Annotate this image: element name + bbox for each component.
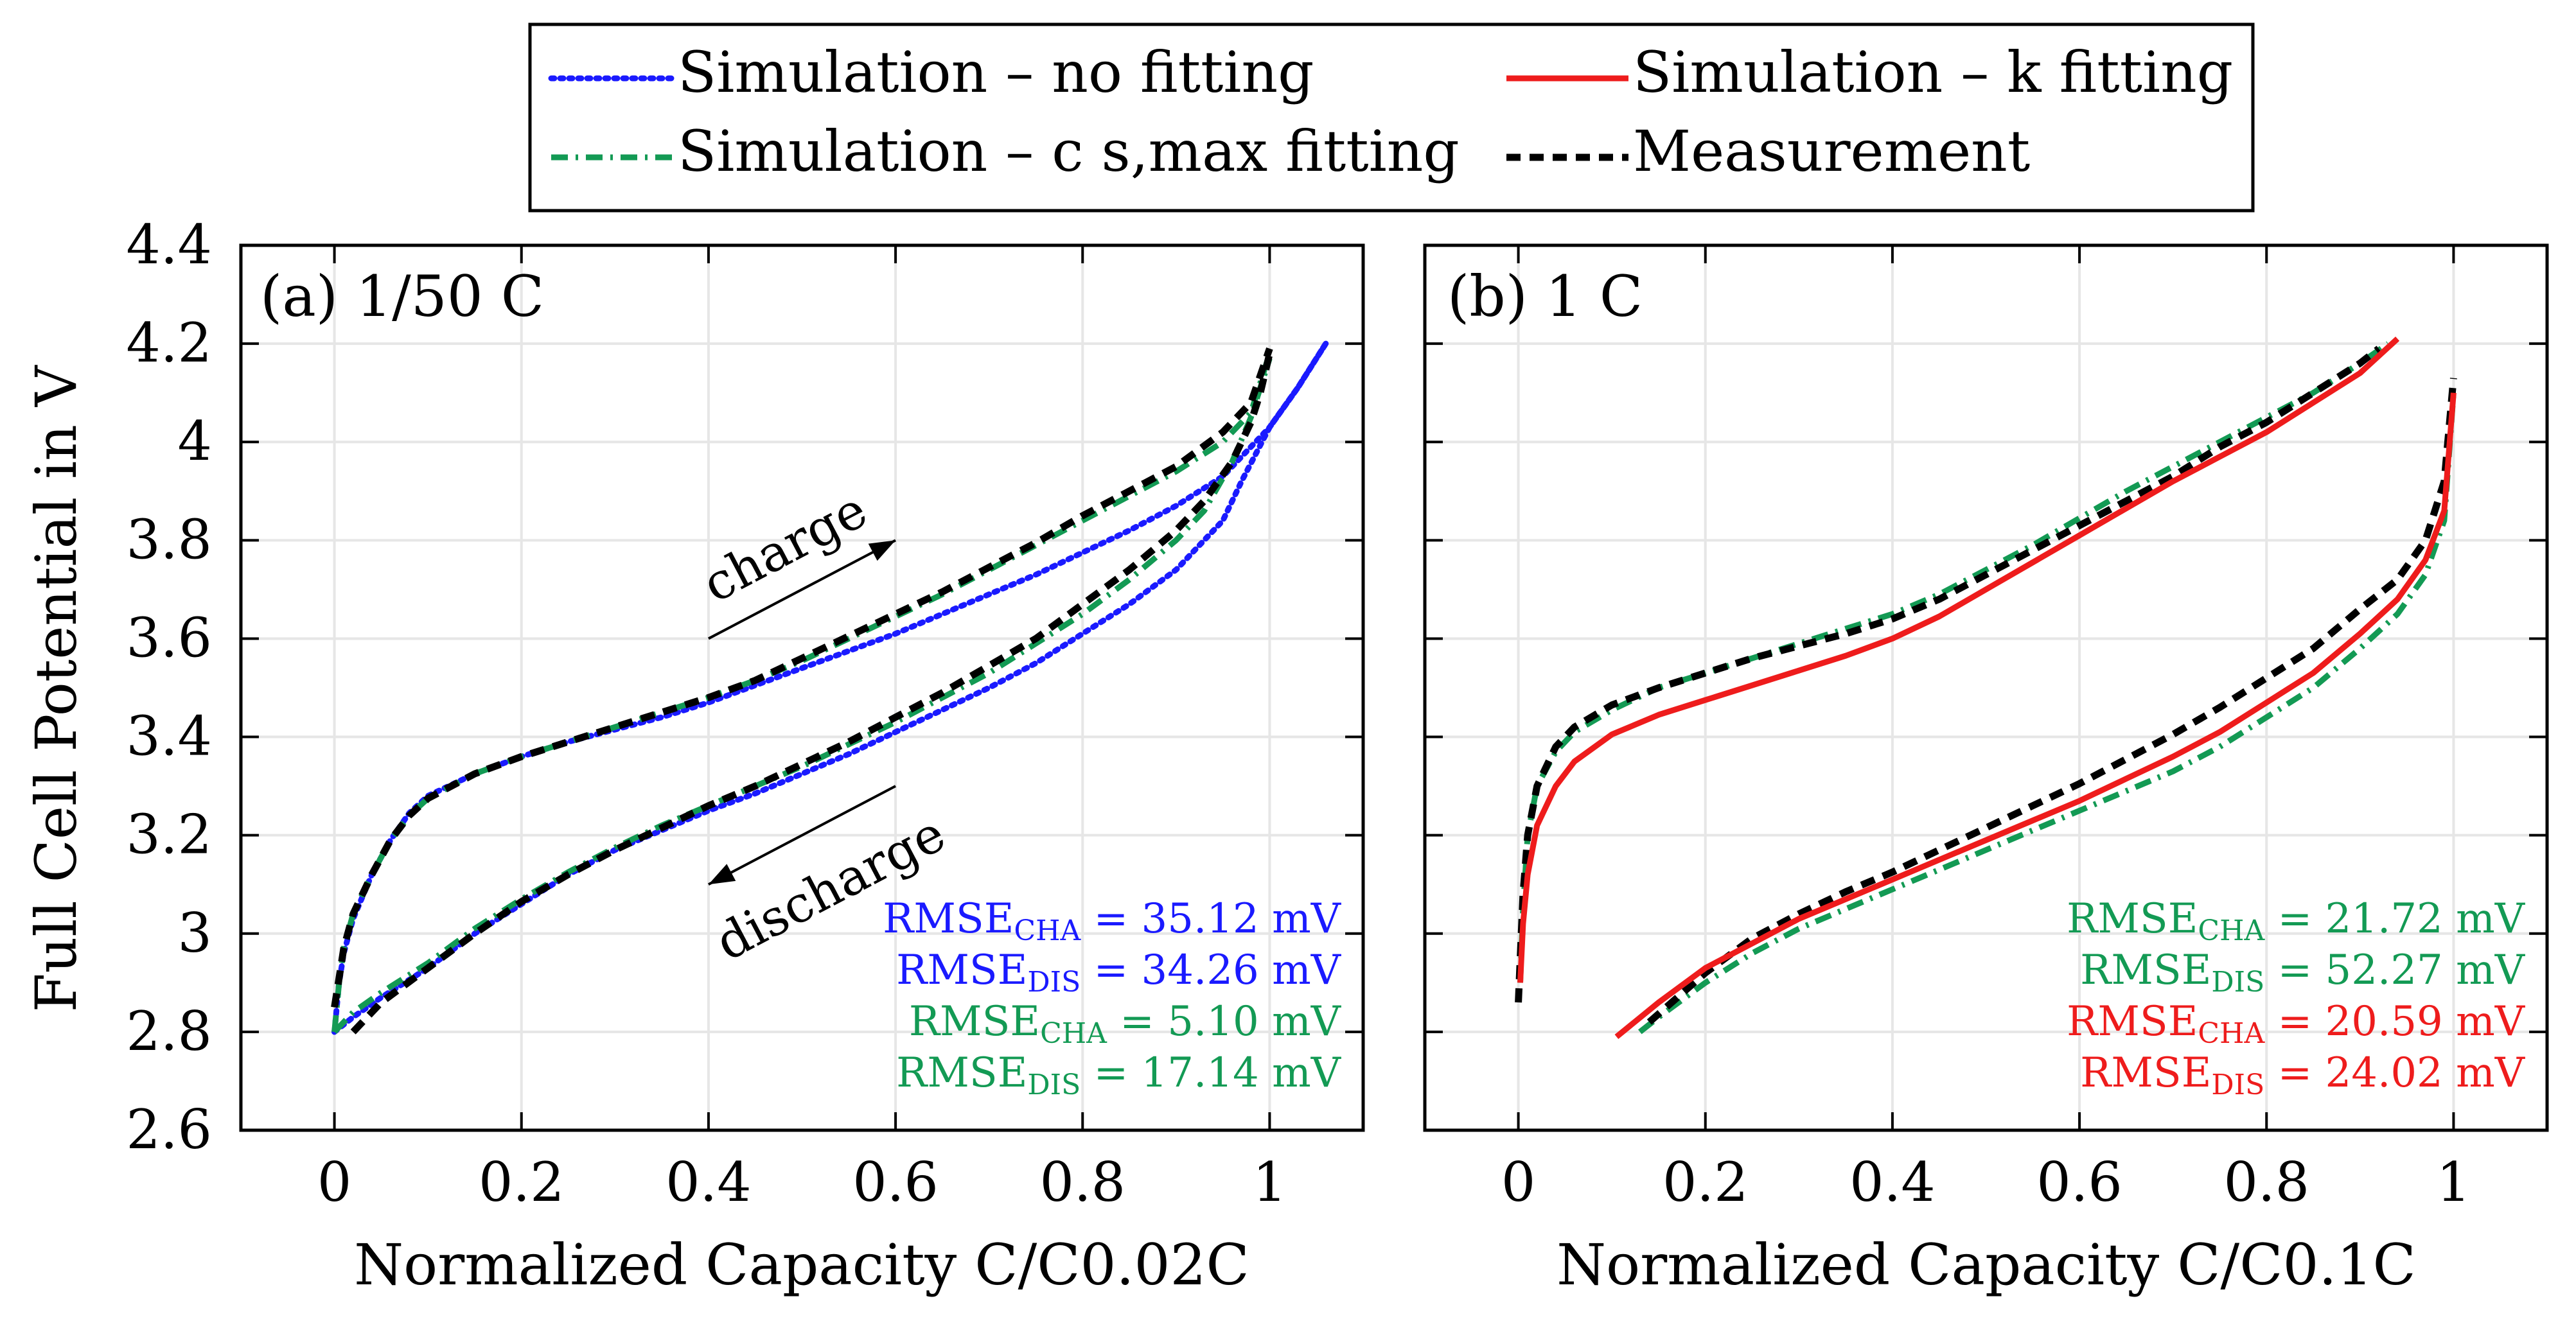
panel-a-grid: [241, 245, 1363, 1130]
legend-label-nofit: Simulation – no fitting: [678, 39, 1314, 105]
series-line-csfit: [1517, 341, 2390, 983]
legend: Simulation – no fitting Simulation – k f…: [528, 22, 2255, 213]
panel-a-ytick-labels: 2.6 2.8 3 3.2 3.4 3.6 3.8 4 4.2 4.4: [126, 213, 212, 1161]
legend-label-csfit: Simulation – c s,max fitting: [678, 118, 1460, 184]
series-line-meas: [350, 353, 1273, 1035]
x-tick-label: 0.2: [1663, 1151, 1749, 1214]
annotation-arrow-discharge: [707, 785, 897, 886]
legend-label-meas: Measurement: [1633, 118, 2030, 184]
annotation-arrowhead-charge: [868, 540, 896, 561]
x-tick-label: 1: [2437, 1151, 2471, 1214]
x-tick-label: 1: [1253, 1151, 1287, 1214]
rmse-label: RMSECHA = 35.12 mV: [883, 895, 1342, 947]
x-tick-label: 0.8: [2223, 1151, 2309, 1214]
annotation-arrowhead-discharge: [708, 864, 736, 885]
panel-a-x-axis-label: Normalized Capacity C/C0.02C: [354, 1232, 1249, 1298]
y-tick-label: 4.2: [126, 311, 212, 374]
panel-b-series: [1515, 336, 2457, 1039]
rmse-label: RMSEDIS = 52.27 mV: [2080, 947, 2526, 999]
series-line-kfit: [1517, 336, 2400, 983]
series-line-meas: [1646, 378, 2457, 1025]
y-tick-label: 2.8: [126, 1000, 212, 1063]
rmse-label: RMSEDIS = 17.14 mV: [896, 1049, 1342, 1101]
annotation-arrow-charge: [707, 539, 897, 640]
annotation-label-charge: charge: [694, 481, 876, 614]
panel-b-frame: [1423, 243, 2549, 1132]
x-tick-label: 0: [317, 1151, 351, 1214]
panel-a-frame: [239, 243, 1365, 1132]
series-line-kfit: [1614, 392, 2457, 1039]
y-tick-label: 3.4: [126, 705, 212, 768]
series-line-meas: [331, 347, 1273, 1008]
panel-a-xtick-labels: 0 0.2 0.4 0.6 0.8 1: [317, 1151, 1287, 1214]
panel-b: (b) 1 C 0 0.2 0.4 0.6 0.8 1 Normalized Capaci…: [1423, 243, 2549, 1298]
x-tick-label: 0.6: [852, 1151, 939, 1214]
y-tick-label: 4.4: [126, 213, 212, 276]
x-tick-label: 0.4: [1849, 1151, 1936, 1214]
x-tick-label: 0: [1501, 1151, 1535, 1214]
y-tick-label: 2.6: [126, 1098, 212, 1161]
x-tick-label: 0.4: [666, 1151, 752, 1214]
series-line-meas: [1515, 345, 2381, 1003]
panel-b-x-axis-label: Normalized Capacity C/C0.1C: [1557, 1232, 2416, 1298]
y-tick-label: 4: [178, 410, 212, 473]
series-line-nofit: [331, 340, 1329, 1035]
y-tick-label: 3: [178, 902, 212, 965]
x-tick-label: 0.8: [1039, 1151, 1125, 1214]
y-tick-label: 3.2: [126, 803, 212, 866]
rmse-label: RMSEDIS = 34.26 mV: [896, 947, 1342, 999]
legend-frame: [528, 22, 2255, 213]
x-tick-label: 0.2: [479, 1151, 565, 1214]
rmse-label: RMSECHA = 5.10 mV: [909, 998, 1342, 1050]
y-axis-label: Full Cell Potential in V: [23, 365, 89, 1012]
panel-a-ticks: [241, 244, 1363, 1131]
panel-a-series: [331, 340, 1329, 1035]
panel-a-title: (a) 1/50 C: [260, 263, 544, 329]
series-line-csfit: [1638, 392, 2457, 1035]
rmse-label: RMSECHA = 20.59 mV: [2067, 998, 2526, 1050]
rmse-label: RMSECHA = 21.72 mV: [2067, 895, 2526, 947]
panel-b-title: (b) 1 C: [1447, 263, 1643, 329]
y-tick-label: 3.8: [126, 508, 212, 571]
legend-label-kfit: Simulation – k fitting: [1633, 39, 2233, 105]
y-tick-label: 3.6: [126, 606, 212, 669]
x-tick-label: 0.6: [2036, 1151, 2122, 1214]
series-line-csfit: [332, 357, 1273, 1035]
panel-b-xtick-labels: 0 0.2 0.4 0.6 0.8 1: [1501, 1151, 2471, 1214]
rmse-label: RMSEDIS = 24.02 mV: [2080, 1049, 2526, 1101]
